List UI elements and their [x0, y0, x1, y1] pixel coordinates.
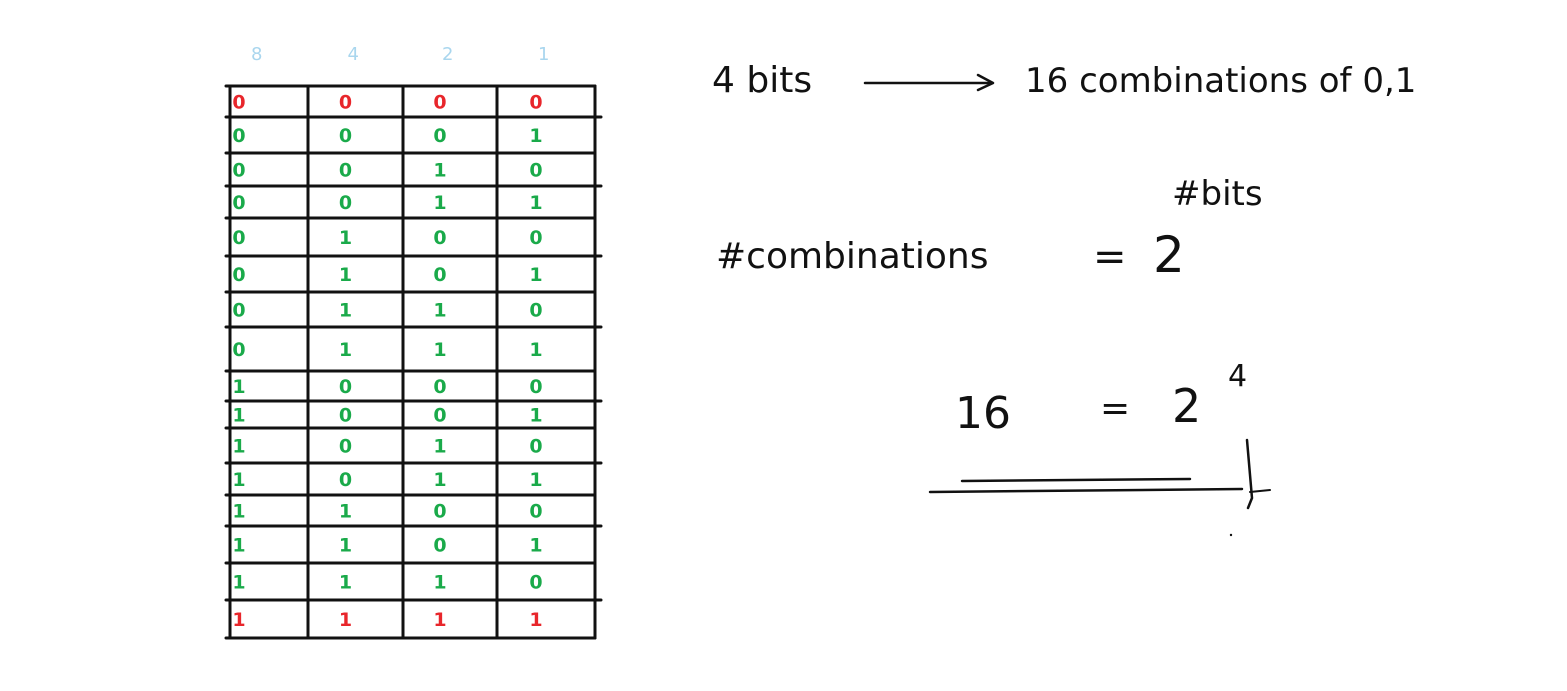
table-cell-value: 0 [433, 227, 446, 249]
notes: 4 bits 16 combinations of 0,1 #bits #com… [712, 60, 1416, 537]
table-cell-value: 0 [339, 405, 352, 427]
table-cell-value: 1 [529, 192, 542, 214]
table-cell-value: 0 [232, 300, 245, 322]
right-arrow [863, 73, 995, 92]
place-value-label: 1 [538, 44, 549, 65]
table-cell-value: 0 [232, 339, 245, 361]
table-cell-value: 0 [232, 264, 245, 286]
combinations-label: 16 combinations of 0,1 [1025, 61, 1416, 101]
table-cell-value: 0 [339, 192, 352, 214]
table-cell-value: 1 [529, 469, 542, 491]
table-cell-value: 1 [232, 609, 245, 631]
example-left: 16 [955, 388, 1011, 439]
table-cell-value: 0 [433, 125, 446, 147]
truth-table-grid [224, 84, 603, 640]
table-cell-value: 0 [232, 160, 245, 182]
table-cell-value: 0 [232, 125, 245, 147]
table-cell-value: 1 [339, 339, 352, 361]
table-cell-value: 1 [232, 469, 245, 491]
table-cell-value: 1 [339, 535, 352, 557]
table-cell-value: 0 [529, 501, 542, 523]
table-cell-value: 1 [232, 501, 245, 523]
table-cell-value: 0 [232, 192, 245, 214]
table-cell-value: 0 [232, 92, 245, 114]
table-cell-value: 1 [529, 264, 542, 286]
table-cell-value: 0 [339, 376, 352, 398]
table-cell-value: 1 [433, 300, 446, 322]
table-cell-value: 0 [339, 436, 352, 458]
table-cell-value: 0 [529, 92, 542, 114]
table-cell-value: 0 [433, 501, 446, 523]
formula-left: #combinations [716, 236, 989, 277]
table-cell-value: 0 [529, 300, 542, 322]
table-cell-value: 0 [433, 376, 446, 398]
table-cell-value: 0 [339, 92, 352, 114]
table-cell-value: 0 [529, 376, 542, 398]
table-cell-value: 1 [433, 160, 446, 182]
example-exponent: 4 [1228, 359, 1247, 394]
formula-equals: = [1093, 234, 1127, 280]
table-cell-value: 1 [433, 192, 446, 214]
table-cell-value: 0 [529, 160, 542, 182]
underline-scribble [928, 438, 1271, 537]
table-cell-value: 1 [339, 227, 352, 249]
table-cell-value: 0 [529, 572, 542, 594]
table-cell-value: 1 [529, 535, 542, 557]
place-value-label: 4 [348, 44, 359, 65]
table-cell-value: 1 [232, 405, 245, 427]
table-cell-value: 1 [529, 405, 542, 427]
table-cell-value: 1 [232, 376, 245, 398]
table-cell-value: 1 [232, 535, 245, 557]
formula-base: 2 [1153, 226, 1185, 284]
table-cell-value: 0 [529, 227, 542, 249]
table-cell-value: 1 [232, 436, 245, 458]
table-cell-value: 0 [433, 264, 446, 286]
table-cell-value: 1 [339, 609, 352, 631]
table-cell-value: 1 [529, 609, 542, 631]
table-cell-value: 1 [433, 572, 446, 594]
table-cell-value: 0 [529, 436, 542, 458]
place-value-label: 8 [251, 44, 262, 65]
table-cell-value: 1 [529, 125, 542, 147]
table-cell-value: 1 [339, 264, 352, 286]
table-cell-value: 0 [339, 469, 352, 491]
table-cell-value: 0 [433, 405, 446, 427]
table-cell-value: 1 [433, 339, 446, 361]
table-cell-value: 1 [433, 436, 446, 458]
formula-exponent: #bits [1172, 174, 1263, 214]
table-cell-value: 0 [433, 92, 446, 114]
table-cell-value: 1 [433, 609, 446, 631]
table-cell-value: 0 [339, 160, 352, 182]
bits-label: 4 bits [712, 60, 812, 101]
truth-table-values: 0 0 0 0 0 0 0 1 0 0 1 0 0 0 1 1 0 1 0 0 0 1 0 1 0 1 1 0 0 1 1 1 1 0 0 0 1 0 0 1… [232, 92, 542, 632]
table-cell-value: 0 [232, 227, 245, 249]
table-cell-value: 1 [232, 572, 245, 594]
table-cell-value: 1 [433, 469, 446, 491]
table-cell-value: 0 [339, 125, 352, 147]
table-cell-value: 1 [339, 572, 352, 594]
place-value-header: 8 4 2 1 [251, 44, 549, 65]
table-cell-value: 1 [339, 300, 352, 322]
table-cell-value: 1 [529, 339, 542, 361]
place-value-label: 2 [442, 44, 453, 65]
example-equals: = [1100, 388, 1130, 429]
table-cell-value: 0 [433, 535, 446, 557]
example-base: 2 [1172, 379, 1201, 433]
table-cell-value: 1 [339, 501, 352, 523]
